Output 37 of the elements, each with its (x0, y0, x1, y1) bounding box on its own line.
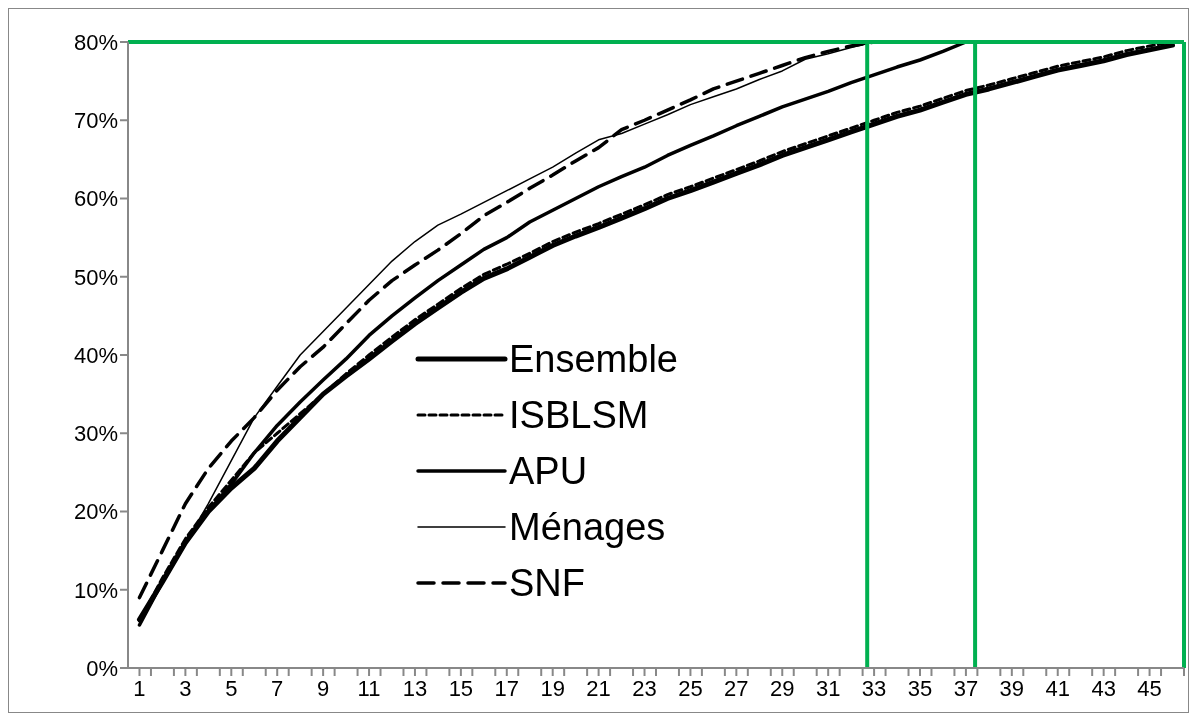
legend-label: ISBLSM (509, 393, 649, 438)
legend-label: Ménages (509, 505, 666, 550)
legend-label: SNF (509, 561, 585, 606)
x-tick-label: 29 (770, 676, 795, 701)
y-tick-label: 10% (73, 577, 118, 603)
y-tick-label: 50% (73, 264, 118, 290)
x-tick-label: 5 (225, 676, 238, 701)
x-tick-label: 37 (953, 676, 979, 701)
x-tick-label: 13 (402, 676, 428, 701)
x-tick-label: 23 (632, 676, 657, 701)
x-tick-label: 31 (815, 676, 841, 701)
x-tick-label: 33 (861, 676, 887, 701)
y-tick-label: 70% (73, 108, 118, 134)
x-tick-label: 25 (678, 676, 703, 701)
x-tick-label: 35 (907, 676, 933, 701)
x-tick-label: 21 (586, 676, 611, 701)
y-tick-label: 40% (73, 342, 118, 368)
x-tick-label: 27 (724, 676, 749, 701)
y-tick-label: 0% (86, 655, 118, 681)
x-tick-label: 9 (317, 676, 330, 701)
x-tick-label: 45 (1137, 676, 1162, 701)
x-tick-label: 17 (494, 676, 520, 701)
x-tick-label: 11 (357, 676, 381, 701)
x-tick-label: 41 (1045, 676, 1070, 701)
y-tick-label: 30% (73, 421, 118, 447)
x-tick-label: 3 (179, 676, 192, 701)
x-tick-label: 39 (999, 676, 1025, 701)
y-tick-label: 60% (73, 186, 118, 212)
y-tick-label: 20% (73, 499, 118, 525)
y-tick-label: 80% (73, 29, 118, 55)
legend-label: APU (509, 449, 588, 494)
x-tick-label: 43 (1091, 676, 1116, 701)
x-tick-label: 1 (133, 676, 146, 701)
x-tick-label: 7 (271, 676, 284, 701)
x-tick-label: 15 (448, 676, 474, 701)
legend-label: Ensemble (509, 337, 678, 382)
x-tick-label: 19 (540, 676, 565, 701)
